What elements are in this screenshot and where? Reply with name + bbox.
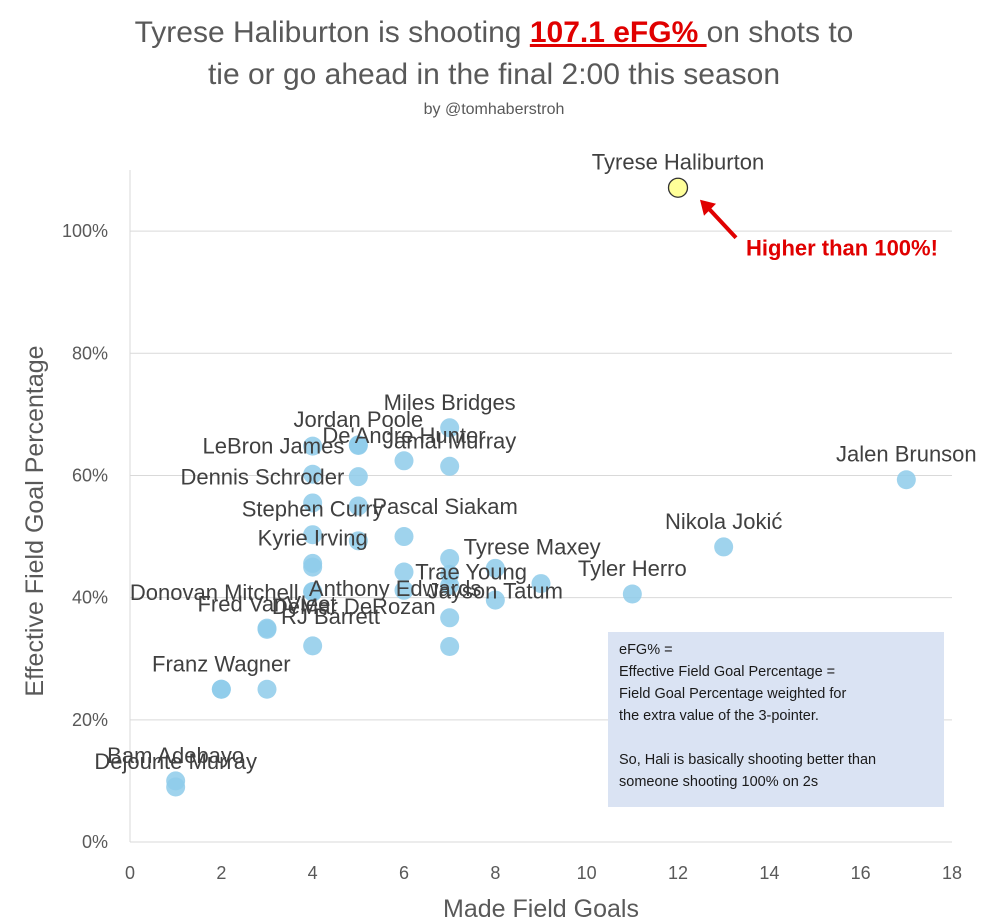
- data-point: [440, 637, 460, 657]
- point-label: Jordan Poole: [294, 407, 424, 432]
- point-label: RJ Barrett: [281, 604, 380, 629]
- byline: by @tomhaberstroh: [423, 101, 565, 118]
- data-point: [485, 558, 505, 578]
- x-tick-label: 8: [490, 863, 500, 883]
- y-tick-label: 0%: [82, 832, 108, 852]
- data-point: [440, 456, 460, 476]
- point-label: De'Andre Hunter: [322, 423, 485, 448]
- x-tick-label: 10: [577, 863, 597, 883]
- title-text: Tyrese Haliburton is shooting: [134, 16, 530, 49]
- data-point: [394, 527, 414, 547]
- title-highlight: 107.1 eFG%: [529, 16, 707, 49]
- data-point: [348, 436, 368, 456]
- point-label: Pascal Siakam: [372, 494, 518, 519]
- data-point: [348, 531, 368, 551]
- point-label: Jayson Tatum: [428, 578, 563, 603]
- point-label: Trae Young: [415, 560, 527, 585]
- x-tick-label: 14: [759, 863, 779, 883]
- note-line: the extra value of the 3-pointer.: [619, 708, 819, 724]
- y-tick-label: 80%: [72, 343, 108, 363]
- callout-arrow-head: [700, 199, 716, 216]
- data-point: [394, 580, 414, 600]
- data-point: [485, 590, 505, 610]
- chart-title: Tyrese Haliburton is shooting 107.1 eFG%…: [0, 12, 988, 96]
- data-point: [348, 467, 368, 487]
- x-tick-label: 4: [308, 863, 318, 883]
- y-axis-title: Effective Field Goal Percentage: [21, 345, 49, 696]
- note-line: So, Hali is basically shooting better th…: [619, 752, 877, 768]
- y-tick-label: 60%: [72, 465, 108, 485]
- point-label: Dennis Schroder: [180, 465, 344, 490]
- data-point: [303, 636, 323, 656]
- data-point: [348, 496, 368, 516]
- data-point: [166, 777, 186, 797]
- point-label: Tyrese Maxey: [464, 535, 601, 560]
- x-axis-title: Made Field Goals: [443, 895, 639, 923]
- efg-note-box: eFG% = Effective Field Goal Percentage = F…: [608, 632, 944, 807]
- x-tick-label: 0: [125, 863, 135, 883]
- x-tick-label: 16: [851, 863, 871, 883]
- data-point: [211, 679, 231, 699]
- data-point: [303, 493, 323, 513]
- x-tick-label: 6: [399, 863, 409, 883]
- note-line: Effective Field Goal Percentage =: [619, 664, 836, 680]
- x-tick-label: 2: [216, 863, 226, 883]
- data-point: [531, 574, 551, 594]
- point-label: Jamal Murray: [383, 428, 516, 453]
- highlight-point: [667, 177, 689, 198]
- data-point: [257, 679, 277, 699]
- point-label: Dejounte Murray: [94, 749, 257, 774]
- x-tick-label: 18: [942, 863, 962, 883]
- data-point: [440, 575, 460, 595]
- note-line: [619, 727, 933, 749]
- point-label: Fred VanVleet: [197, 591, 336, 616]
- point-label: Jalen Brunson: [836, 442, 977, 467]
- data-point: [394, 451, 414, 471]
- point-label: Franz Wagner: [152, 651, 291, 676]
- data-point: [440, 608, 460, 628]
- data-point: [303, 436, 323, 456]
- point-label: Tyrese Haliburton: [592, 150, 764, 175]
- title-line-2: tie or go ahead in the final 2:00 this s…: [207, 58, 781, 91]
- data-point: [896, 470, 916, 490]
- note-line: eFG% =: [619, 642, 673, 658]
- data-point: [440, 549, 460, 569]
- note-line: someone shooting 100% on 2s: [619, 774, 819, 790]
- y-tick-label: 100%: [62, 221, 108, 241]
- data-point: [394, 562, 414, 582]
- point-label: LeBron James: [202, 434, 344, 459]
- data-point: [303, 582, 323, 602]
- point-label: Nikola Jokić: [665, 509, 782, 534]
- callout-label: Higher than 100%!: [746, 236, 938, 261]
- point-label: Donovan Mitchell: [130, 580, 299, 605]
- title-line-1: Tyrese Haliburton is shooting 107.1 eFG%…: [0, 12, 988, 54]
- data-point: [303, 464, 323, 484]
- title-text-end: on shots to: [706, 16, 854, 49]
- data-point: [440, 418, 460, 438]
- y-tick-label: 40%: [72, 588, 108, 608]
- point-label: DeMar DeRozan: [272, 594, 436, 619]
- data-point: [622, 584, 642, 604]
- data-point: [303, 525, 323, 545]
- point-label: Stephen Curry: [242, 497, 384, 522]
- data-point: [257, 619, 277, 639]
- y-tick-label: 20%: [72, 710, 108, 730]
- data-point: [714, 537, 734, 557]
- note-line: Field Goal Percentage weighted for: [619, 686, 847, 702]
- point-label: Miles Bridges: [384, 390, 516, 415]
- point-label: Bam Adebayo: [107, 743, 244, 768]
- point-label: Anthony Edwards: [309, 576, 481, 601]
- data-point: [303, 557, 323, 577]
- x-tick-label: 12: [668, 863, 688, 883]
- point-label: Tyler Herro: [578, 556, 687, 581]
- point-label: Kyrie Irving: [258, 525, 368, 550]
- callout-arrow-shaft: [706, 206, 738, 240]
